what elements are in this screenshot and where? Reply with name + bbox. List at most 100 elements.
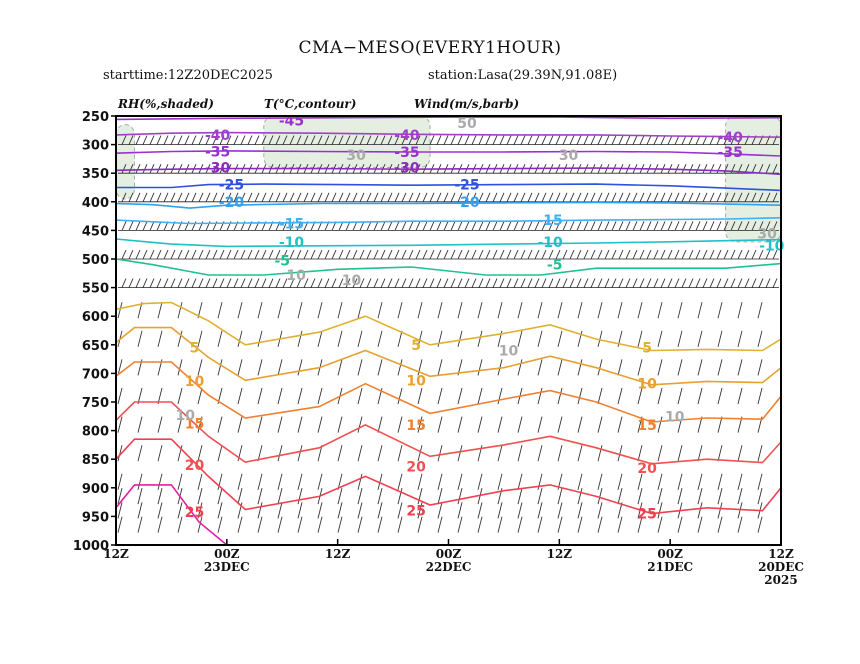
wind-barb bbox=[583, 249, 589, 260]
wind-barb bbox=[177, 445, 183, 462]
wind-barb bbox=[657, 502, 663, 519]
wind-barb bbox=[219, 249, 225, 260]
temperature-contour-label: 15 bbox=[185, 417, 204, 433]
wind-barb bbox=[709, 221, 715, 231]
wind-barb bbox=[157, 416, 163, 433]
wind-barb bbox=[751, 192, 757, 202]
wind-barb bbox=[417, 302, 423, 319]
temperature-contour bbox=[115, 258, 782, 276]
wind-barb bbox=[660, 221, 666, 231]
wind-barb bbox=[577, 416, 583, 433]
temperature-contour-label: -10 bbox=[279, 235, 305, 251]
wind-barb bbox=[737, 192, 743, 202]
wind-barb bbox=[373, 278, 379, 288]
wind-barb bbox=[257, 330, 263, 347]
wind-barb bbox=[577, 502, 583, 519]
wind-barb bbox=[217, 359, 223, 376]
wind-barb bbox=[401, 192, 407, 202]
wind-barb bbox=[212, 135, 218, 145]
wind-barb bbox=[557, 387, 563, 405]
wind-barb bbox=[562, 192, 568, 202]
wind-barb bbox=[569, 249, 575, 260]
wind-barb bbox=[499, 135, 505, 145]
wind-barb bbox=[597, 278, 603, 288]
wind-barb bbox=[697, 516, 703, 533]
wind-barb bbox=[716, 278, 722, 288]
wind-barb bbox=[709, 192, 715, 202]
wind-barb bbox=[541, 135, 547, 145]
wind-barb bbox=[639, 278, 645, 288]
temperature-contour-label: 10 bbox=[406, 373, 426, 389]
wind-barb bbox=[387, 278, 393, 288]
wind-barb bbox=[765, 192, 771, 202]
wind-barb bbox=[697, 502, 703, 519]
wind-barb bbox=[377, 416, 383, 433]
wind-barb bbox=[257, 302, 263, 319]
wind-barb bbox=[137, 445, 143, 462]
wind-barb bbox=[695, 164, 701, 174]
temperature-contour-label: 15 bbox=[637, 418, 656, 434]
wind-barb bbox=[562, 278, 568, 288]
wind-barb bbox=[744, 192, 750, 202]
wind-barb bbox=[380, 135, 386, 145]
wind-barb bbox=[695, 192, 701, 202]
wind-barb bbox=[611, 192, 617, 202]
wind-barb bbox=[597, 249, 603, 260]
wind-barb bbox=[137, 487, 143, 505]
wind-barb bbox=[576, 221, 582, 231]
wind-barb bbox=[359, 221, 365, 231]
wind-barb bbox=[184, 278, 190, 288]
wind-barb bbox=[576, 192, 582, 202]
wind-barb bbox=[317, 330, 323, 347]
wind-barb bbox=[197, 487, 203, 505]
wind-barb bbox=[397, 502, 403, 519]
wind-barb bbox=[417, 387, 423, 405]
wind-barb bbox=[437, 502, 443, 519]
wind-barb bbox=[717, 473, 723, 490]
wind-barb bbox=[557, 330, 563, 347]
temperature-contour-label: 25 bbox=[637, 507, 656, 523]
wind-barb bbox=[534, 221, 540, 231]
wind-barb bbox=[716, 164, 722, 174]
wind-barb bbox=[170, 192, 176, 202]
wind-barb bbox=[317, 302, 323, 319]
wind-barb bbox=[617, 416, 623, 433]
wind-barb bbox=[744, 249, 750, 260]
wind-barb bbox=[657, 359, 663, 376]
wind-barb bbox=[730, 221, 736, 231]
wind-barb bbox=[590, 135, 596, 145]
wind-barb bbox=[492, 278, 498, 288]
wind-barb bbox=[436, 249, 442, 260]
wind-barb bbox=[177, 330, 183, 347]
wind-barb bbox=[137, 516, 143, 533]
wind-barb bbox=[688, 249, 694, 260]
wind-barb bbox=[135, 192, 141, 202]
wind-barb bbox=[520, 249, 526, 260]
temperature-contour-label: -15 bbox=[279, 217, 304, 233]
wind-barb bbox=[247, 249, 253, 260]
wind-barb bbox=[576, 135, 582, 145]
wind-barb bbox=[737, 516, 743, 533]
temperature-contour bbox=[115, 401, 782, 465]
wind-barb bbox=[117, 302, 123, 319]
wind-barb bbox=[184, 192, 190, 202]
wind-barb bbox=[380, 278, 386, 288]
wind-barb bbox=[157, 473, 163, 490]
wind-barb bbox=[527, 249, 533, 260]
wind-barb bbox=[617, 473, 623, 490]
wind-barb bbox=[163, 249, 169, 260]
wind-barb bbox=[541, 192, 547, 202]
wind-barb bbox=[142, 278, 148, 288]
wind-barb bbox=[205, 278, 211, 288]
wind-barb bbox=[557, 502, 563, 519]
wind-barb bbox=[477, 473, 483, 490]
wind-barb bbox=[310, 135, 316, 145]
wind-barb bbox=[275, 278, 281, 288]
wind-barb bbox=[681, 164, 687, 174]
wind-barb bbox=[717, 416, 723, 433]
wind-barb bbox=[674, 135, 680, 145]
wind-barb bbox=[277, 416, 283, 433]
wind-barb bbox=[597, 473, 603, 490]
temperature-contour-label: 25 bbox=[185, 505, 204, 521]
wind-barb bbox=[697, 487, 703, 505]
